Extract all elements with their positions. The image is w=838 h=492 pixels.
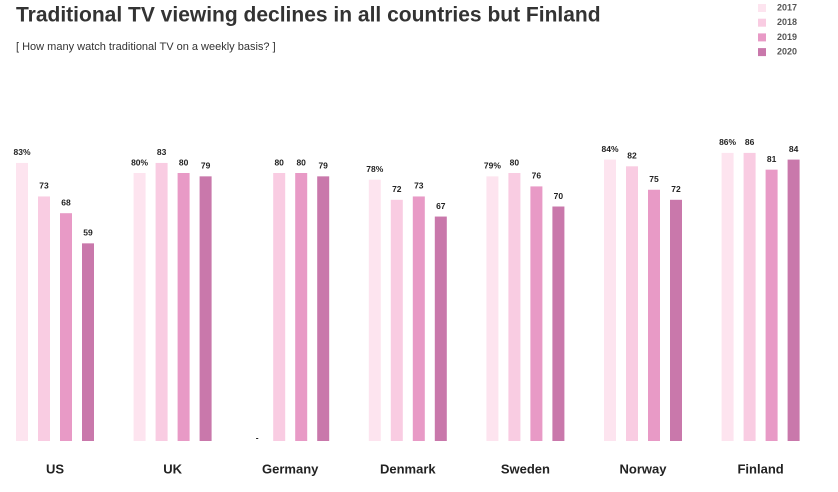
bar [155, 162, 168, 441]
bar [390, 199, 403, 441]
legend-swatch [758, 18, 766, 27]
bar [60, 213, 72, 441]
bar [82, 243, 94, 441]
value-label: 79 [201, 161, 211, 171]
value-label: 67 [436, 201, 446, 211]
bar [743, 152, 756, 441]
value-label: - [256, 432, 259, 442]
bar [670, 199, 682, 441]
bar [368, 179, 381, 441]
value-label: 73 [414, 181, 424, 191]
bar [38, 196, 50, 441]
x-tick-label: UK [163, 461, 182, 476]
bar [552, 206, 565, 441]
value-label: 80 [296, 157, 306, 167]
bar [648, 189, 660, 441]
value-label: 75 [649, 174, 659, 184]
value-label: 83% [13, 147, 30, 157]
bar [199, 176, 212, 441]
bar [412, 196, 425, 441]
chart-subtitle: [ How many watch traditional TV on a wee… [16, 41, 276, 53]
value-label: 76 [532, 171, 542, 181]
bar [133, 173, 146, 441]
value-label: 73 [39, 181, 49, 191]
value-label: 86% [719, 137, 736, 147]
value-label: 78% [366, 164, 383, 174]
x-tick-label: Finland [737, 461, 783, 476]
value-label: 68 [61, 197, 71, 207]
value-label: 79 [318, 161, 328, 171]
bar [177, 173, 190, 441]
bar [508, 173, 521, 441]
value-label: 80 [510, 157, 520, 167]
bar [626, 166, 638, 442]
bar [486, 176, 499, 441]
value-label: 72 [392, 184, 402, 194]
bar [765, 169, 778, 441]
legend-label: 2020 [777, 46, 797, 56]
legend-label: 2017 [777, 2, 797, 12]
x-tick-label: Sweden [501, 461, 550, 476]
value-label: 82 [627, 151, 637, 161]
value-label: 80 [179, 157, 189, 167]
bar [295, 173, 308, 441]
legend-swatch [758, 48, 766, 57]
value-label: 84% [601, 144, 618, 154]
x-tick-label: US [46, 461, 64, 476]
legend-swatch [758, 33, 766, 42]
legend-label: 2019 [777, 32, 797, 42]
legend-swatch [758, 4, 766, 12]
value-label: 80% [131, 157, 148, 167]
value-label: 81 [767, 154, 777, 164]
value-label: 79% [484, 161, 501, 171]
value-label: 70 [554, 191, 564, 201]
legend-label: 2018 [777, 17, 797, 27]
value-label: 83 [157, 147, 167, 157]
bar [721, 152, 734, 441]
value-label: 72 [671, 184, 681, 194]
bar [16, 162, 28, 441]
chart-title: Traditional TV viewing declines in all c… [16, 4, 601, 27]
bar [604, 159, 616, 441]
x-tick-label: Germany [262, 461, 319, 476]
value-label: 84 [789, 144, 799, 154]
x-tick-label: Norway [620, 461, 668, 476]
bar [530, 186, 543, 441]
bar [317, 176, 330, 441]
x-tick-label: Denmark [380, 461, 436, 476]
value-label: 59 [83, 228, 93, 238]
value-label: 80 [274, 157, 284, 167]
bar [273, 173, 286, 441]
bar [434, 216, 447, 441]
value-label: 86 [745, 137, 755, 147]
bar [787, 159, 800, 441]
